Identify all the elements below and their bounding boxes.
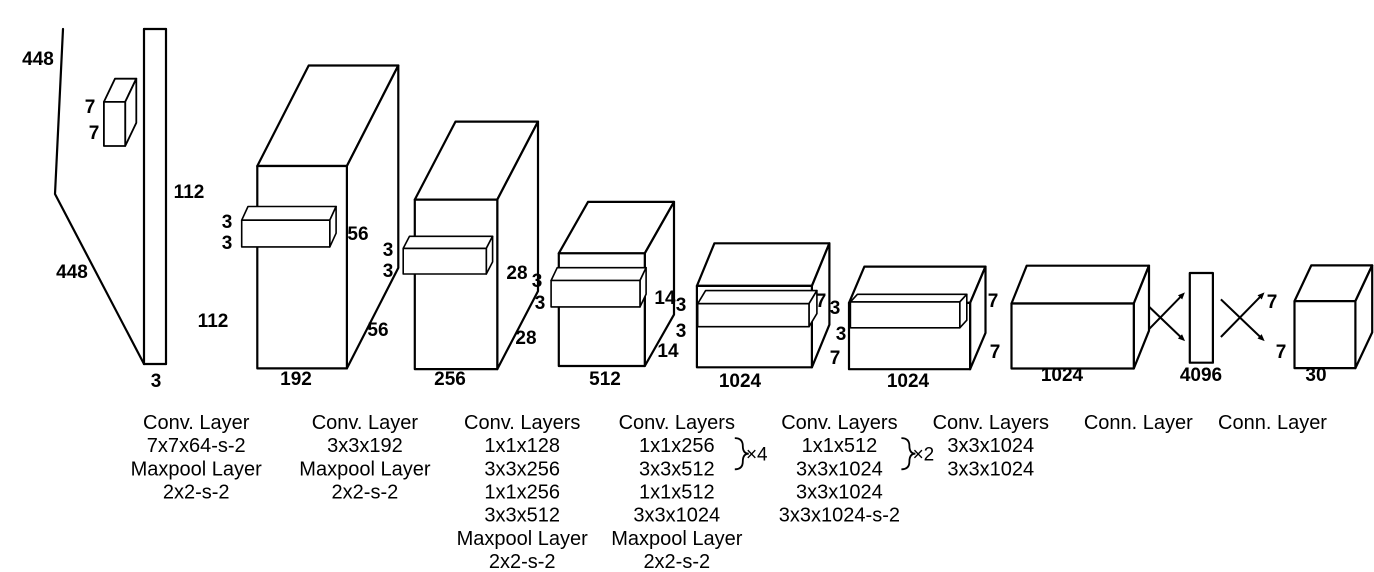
svg-text:3: 3 (676, 321, 687, 342)
svg-text:2x2-s-2: 2x2-s-2 (489, 551, 556, 572)
svg-text:Conv. Layers: Conv. Layers (619, 412, 735, 434)
svg-text:256: 256 (434, 369, 466, 390)
svg-text:112: 112 (198, 311, 229, 332)
svg-text:3x3x1024: 3x3x1024 (796, 458, 883, 480)
svg-text:7: 7 (1267, 292, 1278, 313)
svg-text:×2: ×2 (913, 445, 935, 466)
svg-text:3x3x512: 3x3x512 (484, 505, 560, 527)
svg-text:2x2-s-2: 2x2-s-2 (332, 482, 399, 504)
svg-text:1x1x512: 1x1x512 (802, 435, 878, 457)
svg-text:3x3x256: 3x3x256 (484, 458, 560, 480)
svg-text:Conv. Layers: Conv. Layers (464, 412, 580, 434)
svg-text:448: 448 (22, 49, 54, 70)
svg-text:3: 3 (383, 261, 394, 282)
svg-text:3x3x1024: 3x3x1024 (947, 458, 1034, 480)
svg-text:3: 3 (535, 293, 546, 314)
svg-text:Conv. Layer: Conv. Layer (143, 412, 250, 434)
svg-text:Maxpool Layer: Maxpool Layer (299, 458, 431, 480)
svg-text:4096: 4096 (1180, 365, 1222, 386)
svg-text:Maxpool Layer: Maxpool Layer (131, 458, 263, 480)
svg-text:192: 192 (280, 369, 312, 390)
svg-text:Conn. Layer: Conn. Layer (1218, 412, 1327, 434)
svg-text:56: 56 (347, 224, 368, 245)
svg-text:28: 28 (515, 328, 536, 349)
svg-text:448: 448 (56, 262, 88, 283)
svg-text:Conv. Layer: Conv. Layer (312, 412, 419, 434)
svg-text:×4: ×4 (746, 445, 768, 466)
svg-text:56: 56 (367, 320, 388, 341)
svg-text:1024: 1024 (1041, 365, 1084, 386)
svg-text:2x2-s-2: 2x2-s-2 (643, 551, 710, 572)
svg-text:1x1x256: 1x1x256 (639, 435, 715, 457)
svg-text:3: 3 (830, 298, 841, 319)
svg-text:3x3x512: 3x3x512 (639, 458, 715, 480)
svg-text:112: 112 (174, 182, 205, 203)
svg-text:3: 3 (836, 324, 847, 345)
svg-text:Maxpool Layer: Maxpool Layer (611, 528, 743, 550)
svg-text:30: 30 (1305, 365, 1326, 386)
svg-text:2x2-s-2: 2x2-s-2 (163, 482, 230, 504)
svg-text:Conv. Layers: Conv. Layers (933, 412, 1049, 434)
svg-text:3: 3 (222, 212, 233, 233)
svg-text:7: 7 (816, 291, 827, 312)
svg-text:3x3x1024: 3x3x1024 (796, 482, 883, 504)
svg-text:3: 3 (222, 233, 233, 254)
svg-text:7: 7 (988, 291, 999, 312)
svg-text:1x1x512: 1x1x512 (639, 482, 715, 504)
svg-text:3x3x1024-s-2: 3x3x1024-s-2 (779, 505, 900, 527)
svg-text:1024: 1024 (887, 371, 930, 392)
svg-text:1x1x128: 1x1x128 (484, 435, 560, 457)
svg-text:7: 7 (1276, 342, 1287, 363)
svg-text:7: 7 (830, 348, 841, 369)
svg-text:Conv. Layers: Conv. Layers (781, 412, 897, 434)
svg-text:512: 512 (589, 369, 621, 390)
svg-text:3x3x192: 3x3x192 (327, 435, 403, 457)
svg-text:7: 7 (85, 97, 96, 118)
svg-text:3x3x1024: 3x3x1024 (947, 435, 1034, 457)
svg-text:7: 7 (89, 123, 100, 144)
svg-text:Maxpool Layer: Maxpool Layer (457, 528, 589, 550)
svg-text:3: 3 (676, 295, 687, 316)
svg-text:7: 7 (990, 342, 1001, 363)
svg-text:3: 3 (383, 240, 394, 261)
svg-text:3x3x1024: 3x3x1024 (633, 505, 720, 527)
svg-text:3: 3 (151, 371, 162, 392)
svg-text:14: 14 (657, 341, 679, 362)
svg-text:7x7x64-s-2: 7x7x64-s-2 (147, 435, 246, 457)
svg-text:28: 28 (506, 263, 527, 284)
svg-text:3: 3 (532, 271, 543, 292)
svg-text:14: 14 (654, 288, 676, 309)
svg-text:Conn. Layer: Conn. Layer (1084, 412, 1193, 434)
svg-text:1x1x256: 1x1x256 (484, 482, 560, 504)
svg-text:1024: 1024 (719, 371, 762, 392)
